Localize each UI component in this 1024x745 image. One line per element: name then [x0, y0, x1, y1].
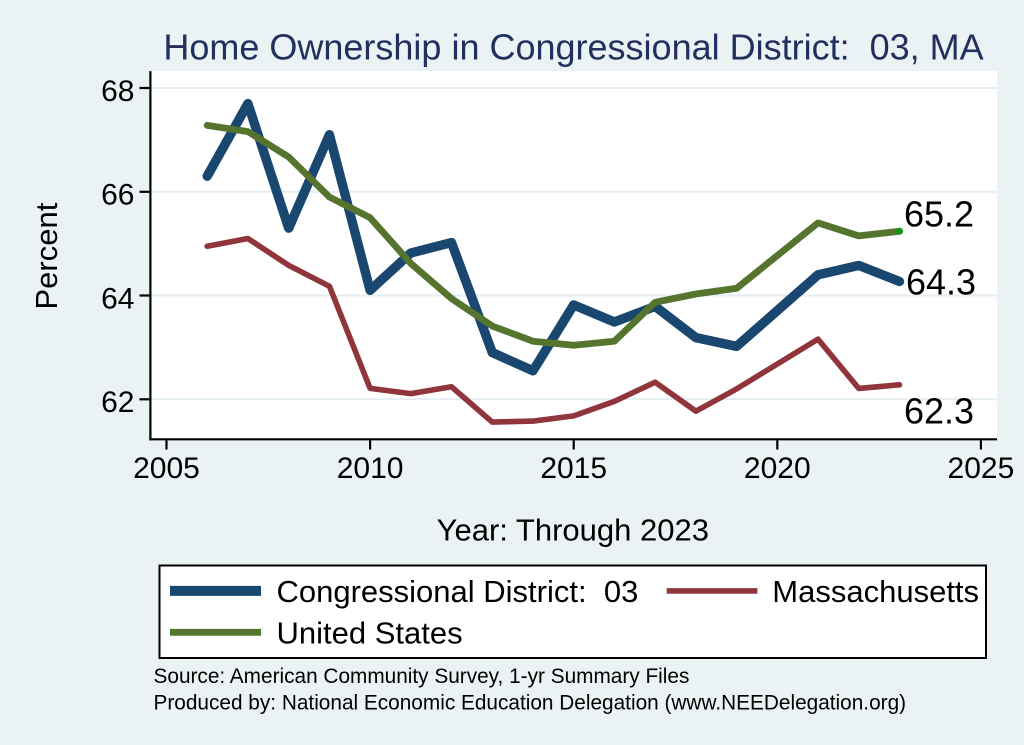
svg-text:Home Ownership in Congressiona: Home Ownership in Congressional District… [163, 27, 983, 68]
svg-text:Source: American Community Sur: Source: American Community Survey, 1-yr … [154, 665, 690, 688]
svg-text:Produced by: National Economic: Produced by: National Economic Education… [154, 692, 907, 715]
svg-text:2005: 2005 [133, 452, 200, 485]
svg-text:2015: 2015 [540, 452, 607, 485]
svg-text:Percent: Percent [29, 202, 64, 309]
svg-text:Congressional District: 03: Congressional District: 03 [277, 574, 639, 609]
svg-text:2025: 2025 [948, 452, 1015, 485]
svg-text:66: 66 [101, 179, 134, 212]
svg-text:Massachusetts: Massachusetts [772, 574, 979, 609]
svg-text:Year: Through 2023: Year: Through 2023 [437, 513, 709, 548]
svg-text:68: 68 [101, 75, 134, 108]
svg-text:64.3: 64.3 [906, 262, 976, 303]
svg-text:2020: 2020 [744, 452, 811, 485]
svg-text:62.3: 62.3 [904, 391, 974, 432]
svg-text:United States: United States [277, 616, 463, 651]
svg-text:2010: 2010 [337, 452, 404, 485]
svg-text:62: 62 [101, 386, 134, 419]
svg-text:65.2: 65.2 [904, 194, 974, 235]
svg-text:64: 64 [101, 282, 134, 315]
